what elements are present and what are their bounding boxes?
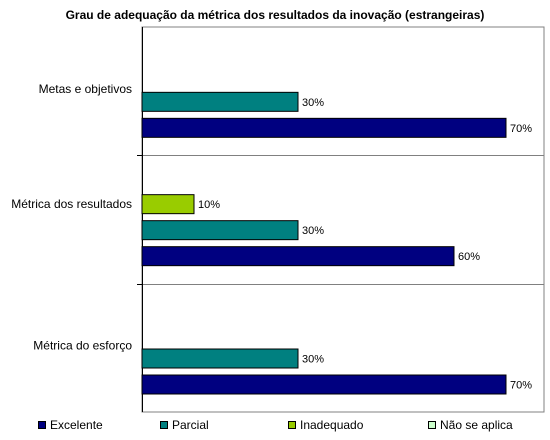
bar: [141, 91, 299, 112]
data-label: 70%: [510, 380, 532, 392]
category-label: Metas e objetivos: [39, 82, 132, 96]
legend-swatch: [160, 421, 168, 429]
data-label: 30%: [302, 225, 324, 237]
legend-label: Não se aplica: [440, 418, 513, 432]
chart-legend: Excelente Parcial Inadequado Não se aplica: [38, 418, 538, 436]
plot-area: [141, 26, 545, 413]
bar-chart: 70% 30% Metas e objetivos 60% 30% 10% Métrica …: [11, 26, 545, 413]
legend-label: Inadequado: [300, 418, 364, 432]
bar: [141, 220, 299, 241]
legend-item: Parcial: [160, 418, 209, 432]
bar: [141, 348, 299, 369]
bar: [141, 246, 455, 267]
chart-title: Grau de adequação da métrica dos resulta…: [65, 8, 485, 22]
legend-label: Excelente: [50, 418, 103, 432]
legend-swatch: [38, 421, 46, 429]
data-label: 70%: [510, 123, 532, 135]
category-label: Métrica dos resultados: [11, 197, 132, 211]
legend-label: Parcial: [172, 418, 209, 432]
legend-swatch: [428, 421, 436, 429]
data-label: 30%: [302, 354, 324, 366]
bar: [141, 117, 507, 138]
category-label: Métrica do esforço: [33, 339, 132, 353]
legend-swatch: [288, 421, 296, 429]
data-label: 10%: [198, 199, 220, 211]
bar: [141, 374, 507, 395]
legend-item: Excelente: [38, 418, 103, 432]
legend-item: Inadequado: [288, 418, 363, 432]
bar: [141, 194, 195, 215]
legend-item: Não se aplica: [428, 418, 513, 432]
data-label: 60%: [458, 251, 480, 263]
data-label: 30%: [302, 97, 324, 109]
